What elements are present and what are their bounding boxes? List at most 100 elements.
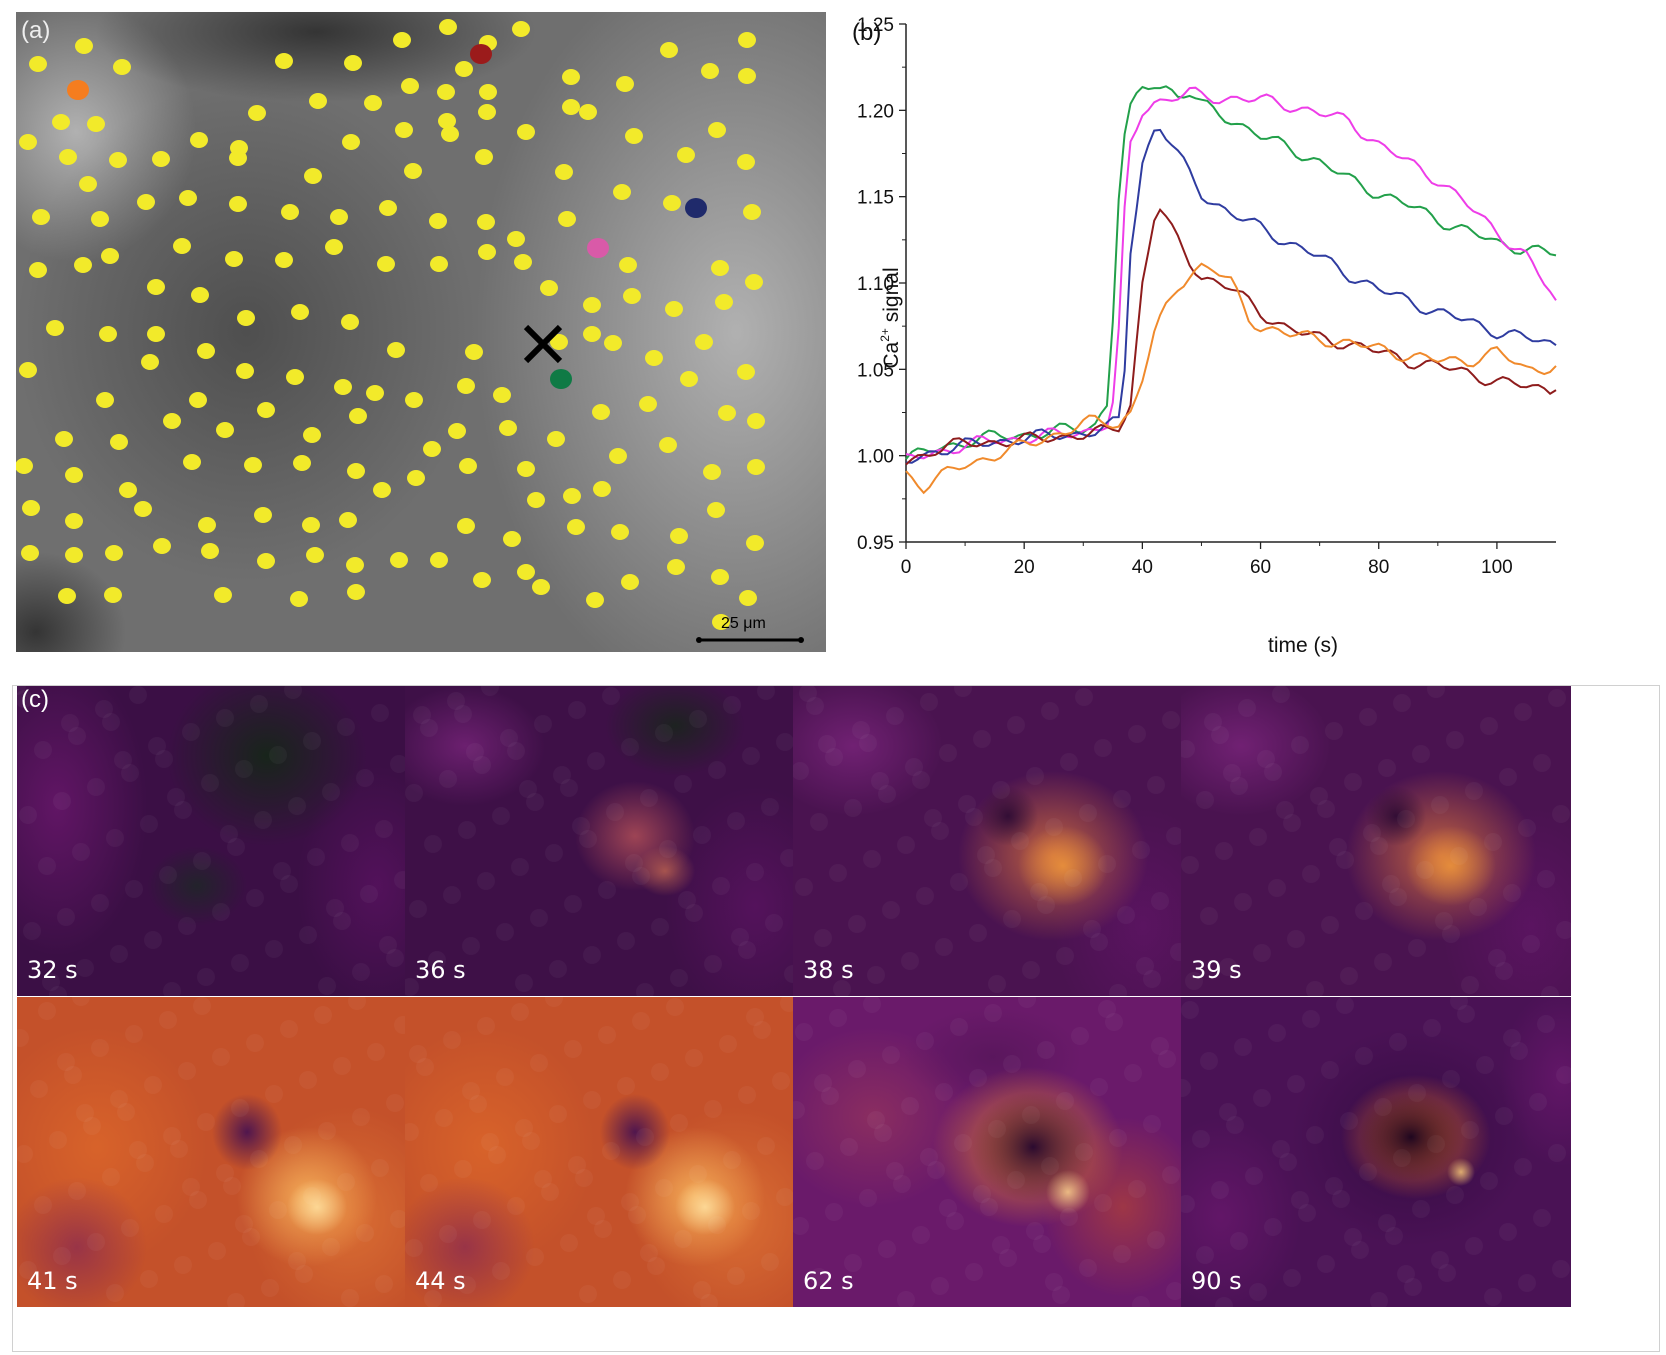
roi-dot — [379, 200, 397, 216]
frame-tile: 44 s — [405, 997, 795, 1307]
frame-image — [17, 686, 407, 996]
y-axis-label: Ca2+ signal — [878, 267, 903, 368]
roi-dot — [745, 274, 763, 290]
roi-dot — [113, 59, 131, 75]
roi-dot — [562, 99, 580, 115]
roi-dot — [198, 517, 216, 533]
roi-dot — [737, 364, 755, 380]
roi-dot — [96, 392, 114, 408]
roi-dot — [52, 114, 70, 130]
y-tick-label: 0.95 — [857, 533, 894, 554]
roi-dot — [303, 427, 321, 443]
roi-dot — [743, 204, 761, 220]
roi-dot — [407, 470, 425, 486]
timelapse-panel-c: (c) 32 s 36 s 38 s 39 s 41 s 44 s 62 s 90 s — [12, 685, 1660, 1352]
frame-tile: 36 s — [405, 686, 795, 996]
roi-dot — [91, 211, 109, 227]
roi-dot — [532, 579, 550, 595]
frame-tile: 90 s — [1181, 997, 1571, 1307]
frame-time-label: 44 s — [415, 1267, 466, 1295]
roi-dot — [65, 547, 83, 563]
roi-dot — [404, 163, 422, 179]
roi-dot — [214, 587, 232, 603]
scale-bar-label: 25 μm — [721, 615, 766, 632]
frame-image — [1181, 686, 1571, 996]
roi-dot — [16, 458, 33, 474]
roi-dot — [430, 552, 448, 568]
micrograph-panel-a: (a) 25 μm — [16, 12, 826, 652]
roi-dot — [473, 572, 491, 588]
roi-dot — [257, 553, 275, 569]
roi-dot — [237, 310, 255, 326]
roi-dot — [423, 441, 441, 457]
roi-dot — [405, 392, 423, 408]
series-line-orange — [905, 262, 1557, 495]
roi-dot — [197, 343, 215, 359]
x-axis-label: time (s) — [1268, 634, 1338, 657]
roi-dot — [558, 211, 576, 227]
roi-dot — [738, 68, 756, 84]
roi-dot — [459, 458, 477, 474]
roi-dot — [291, 304, 309, 320]
x-tick-label: 0 — [901, 557, 912, 578]
roi-dot — [216, 422, 234, 438]
roi-dot — [448, 423, 466, 439]
roi-dot — [183, 454, 201, 470]
x-tick-label: 80 — [1368, 557, 1389, 578]
frame-time-label: 90 s — [1191, 1267, 1242, 1295]
roi-dot — [747, 413, 765, 429]
frame-image — [1181, 997, 1571, 1307]
roi-dot — [737, 154, 755, 170]
roi-dot — [65, 467, 83, 483]
roi-dot — [325, 239, 343, 255]
y-tick-label: 1.00 — [857, 447, 894, 468]
frame-tile: 41 s — [17, 997, 407, 1307]
roi-dot — [439, 19, 457, 35]
roi-dot — [718, 405, 736, 421]
roi-dot — [712, 614, 730, 630]
roi-dot — [660, 42, 678, 58]
roi-dots — [16, 19, 765, 630]
roi-dot — [639, 396, 657, 412]
roi-dot — [579, 104, 597, 120]
roi-dot — [306, 547, 324, 563]
roi-pink — [587, 238, 609, 258]
roi-dot — [19, 362, 37, 378]
roi-dot — [58, 588, 76, 604]
roi-dot — [189, 392, 207, 408]
roi-dot — [346, 557, 364, 573]
roi-dot — [567, 519, 585, 535]
roi-dot — [609, 448, 627, 464]
roi-dot — [19, 134, 37, 150]
roi-dot — [586, 592, 604, 608]
roi-dot — [141, 354, 159, 370]
roi-dot — [583, 326, 601, 342]
roi-dot — [281, 204, 299, 220]
roi-dot — [254, 507, 272, 523]
roi-dot — [87, 116, 105, 132]
roi-dot — [550, 334, 568, 350]
chart-panel-b: (b) 0.95 1.00 1.05 1.10 1.15 1.20 1.25 0 20 40 60 8… — [840, 0, 1666, 670]
roi-dot — [478, 244, 496, 260]
calcium-signal-chart: (b) 0.95 1.00 1.05 1.10 1.15 1.20 1.25 0 20 40 60 8… — [852, 15, 1557, 657]
frame-time-label: 41 s — [27, 1267, 78, 1295]
roi-dot — [257, 402, 275, 418]
roi-dot — [344, 55, 362, 71]
y-tick-label: 1.15 — [857, 188, 894, 209]
roi-dot — [645, 350, 663, 366]
roi-dot — [75, 38, 93, 54]
roi-dot — [711, 569, 729, 585]
roi-dot — [738, 32, 756, 48]
roi-dot — [347, 584, 365, 600]
roi-dot — [457, 518, 475, 534]
roi-dot — [46, 320, 64, 336]
roi-dot — [173, 238, 191, 254]
scale-bar — [696, 637, 804, 643]
frame-time-label: 32 s — [27, 956, 78, 984]
x-tick-label: 40 — [1132, 557, 1153, 578]
micrograph-image — [16, 12, 826, 652]
roi-dot — [334, 379, 352, 395]
panel-b-label: (b) — [852, 19, 881, 46]
roi-dot — [613, 184, 631, 200]
roi-dot — [55, 431, 73, 447]
